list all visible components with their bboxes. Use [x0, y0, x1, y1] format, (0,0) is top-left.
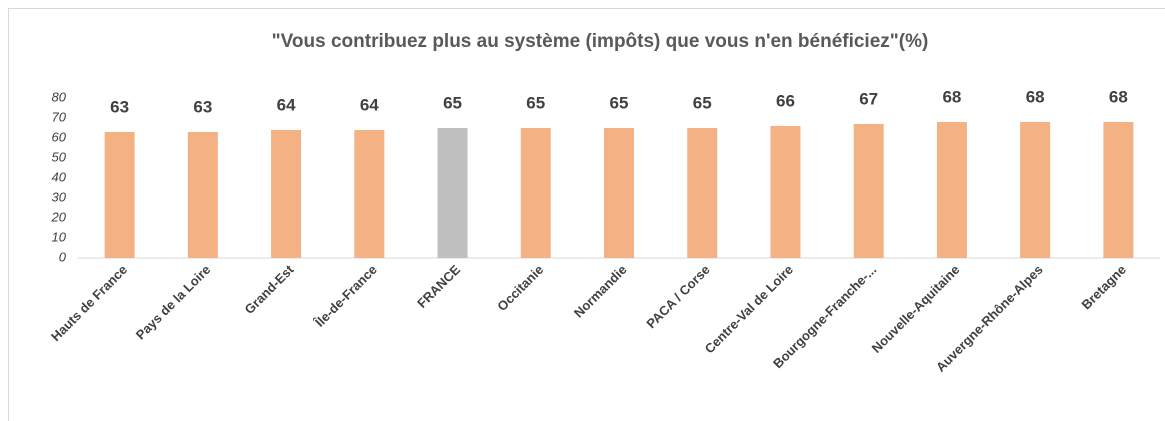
x-tick-label: Bretagne [1078, 262, 1128, 312]
chart-title: "Vous contribuez plus au système (impôts… [272, 31, 929, 52]
data-label: 65 [526, 93, 545, 112]
bar [1103, 122, 1134, 258]
data-label: 68 [1109, 87, 1128, 106]
x-tick-label: Île-de-France [311, 262, 380, 331]
x-tick-label: Hauts de France [48, 262, 130, 344]
y-tick-label: 20 [51, 209, 67, 224]
bar [1020, 122, 1051, 258]
bar [354, 130, 385, 258]
data-label: 65 [443, 93, 462, 112]
x-tick-label: Pays de la Loire [133, 262, 214, 343]
x-tick-label: Normandie [571, 262, 630, 321]
data-label: 66 [776, 91, 795, 110]
bar [271, 130, 302, 258]
bar [520, 128, 551, 258]
data-label: 68 [1026, 87, 1045, 106]
y-tick-label: 50 [52, 149, 67, 164]
y-tick-label: 70 [52, 109, 67, 124]
x-tick-label: Occitanie [494, 262, 546, 314]
x-tick-label: PACA / Corse [643, 262, 712, 331]
bar [437, 128, 468, 258]
x-tick-label: Nouvelle-Aquitaine [869, 262, 963, 356]
x-tick-label: Centre-Val de Loire [702, 262, 796, 356]
bar [936, 122, 967, 258]
chart-border [8, 8, 1165, 421]
data-label: 63 [193, 97, 212, 116]
data-label: 65 [693, 93, 712, 112]
y-tick-label: 30 [52, 189, 67, 204]
data-label: 64 [360, 95, 379, 114]
bar [853, 124, 884, 258]
data-label: 65 [610, 93, 629, 112]
data-label: 64 [277, 95, 296, 114]
data-label: 67 [859, 89, 878, 108]
x-tick-label: Grand-Est [242, 261, 298, 317]
bar [187, 132, 218, 258]
x-tick-label: FRANCE [414, 262, 463, 311]
y-tick-label: 40 [52, 169, 67, 184]
y-tick-label: 60 [52, 129, 67, 144]
bar [604, 128, 634, 258]
y-tick-label: 10 [52, 229, 67, 244]
y-tick-label: 80 [52, 89, 67, 104]
y-tick-label: 0 [59, 249, 67, 264]
data-label: 63 [110, 97, 129, 116]
bar [687, 128, 718, 258]
bar [770, 126, 801, 258]
bar [104, 132, 135, 258]
data-label: 68 [942, 87, 961, 106]
